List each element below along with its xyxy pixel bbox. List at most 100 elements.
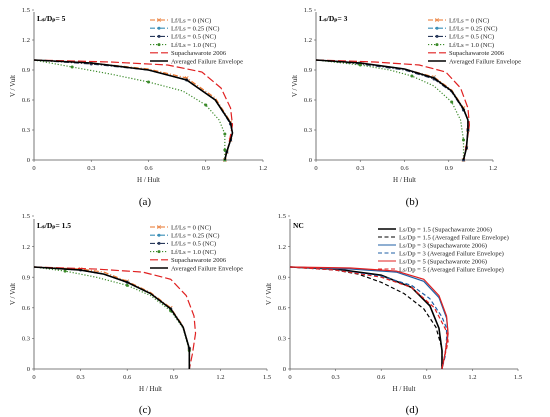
series-line-3 <box>33 266 190 369</box>
x-tick-label: 1.2 <box>216 374 224 381</box>
x-tick-label: 0.6 <box>400 165 409 172</box>
chart-panel-3: 0 0.3 0.6 0.9 1.2 1.5 0 0.3 0.6 0.9 1.2 1.5 H / Hult… <box>9 213 271 416</box>
legend-marker <box>435 43 439 47</box>
y-tick-label: 1.5 <box>22 213 30 220</box>
x-tick-label: 0.9 <box>423 374 431 381</box>
chart-panel-4: 0 0.3 0.6 0.9 1.2 1.5 0 0.3 0.6 0.9 1.2 1.5 H / Hult… <box>265 213 522 416</box>
series-line-1 <box>33 59 234 161</box>
series-line-6 <box>289 266 449 370</box>
x-tick-label: 0.9 <box>445 165 453 172</box>
x-tick-label: 1.2 <box>259 165 267 172</box>
y-tick-label: 0.9 <box>278 274 286 281</box>
x-tick-label: 0.3 <box>332 374 340 381</box>
series-line-5 <box>315 59 471 161</box>
x-tick-label: 0.6 <box>123 374 132 381</box>
data-point <box>204 103 208 107</box>
data-point <box>147 80 150 84</box>
y-tick-label: 0.6 <box>278 305 287 312</box>
x-tick-label: 1.5 <box>514 374 522 381</box>
legend-marker <box>157 233 161 237</box>
y-tick-label: 1.2 <box>278 244 286 251</box>
series-line-1 <box>315 59 469 161</box>
legend-label: Supachawarote 2006 <box>171 257 227 264</box>
series-line-4 <box>289 266 448 370</box>
legend-label: Lf/Ls = 0.25 (NC) <box>171 26 219 33</box>
series-line-3 <box>315 59 469 161</box>
legend-label: Lf/Ls = 0.5 (NC) <box>171 34 216 41</box>
panel-label: (a) <box>139 196 152 208</box>
y-tick-label: 0.9 <box>304 67 312 74</box>
x-tick-label: 0.3 <box>356 165 364 172</box>
series-line-2 <box>289 266 443 369</box>
x-axis-title: H / Hult <box>393 385 416 393</box>
data-point <box>223 148 227 152</box>
series-line-1 <box>33 266 190 369</box>
y-tick-label: 1.2 <box>22 37 30 44</box>
y-tick-label: 0.6 <box>304 97 313 104</box>
x-tick-label: 0.6 <box>377 374 386 381</box>
legend-marker <box>157 43 161 47</box>
legend-marker <box>157 225 161 229</box>
legend-marker <box>435 18 439 22</box>
series-line-1 <box>289 266 443 369</box>
x-tick-label: 0.9 <box>170 374 178 381</box>
y-tick-label: 0.9 <box>22 274 30 281</box>
legend-marker <box>157 250 161 254</box>
x-tick-label: 0.6 <box>144 165 153 172</box>
legend-label: Supachawarote 2006 <box>449 50 505 57</box>
panel-title: Lₛ/Dₚ= 3 <box>319 14 348 23</box>
y-axis-title: V / Vult <box>265 283 273 305</box>
y-tick-label: 1.2 <box>22 244 30 251</box>
legend-label: Lf/Ls = 1.0 (NC) <box>171 42 216 49</box>
x-tick-label: 0 <box>314 165 317 172</box>
legend-label: Lf/Ls = 0 (NC) <box>449 17 489 24</box>
series-line-3 <box>289 266 449 370</box>
series-line-4 <box>33 266 190 369</box>
y-axis-title: V / Vult <box>9 283 17 305</box>
legend-marker <box>157 241 161 245</box>
legend-label: Lf/Ls = 0.5 (NC) <box>171 241 216 248</box>
panel-label: (b) <box>406 196 419 208</box>
series-line-2 <box>315 59 469 161</box>
series-line-5 <box>33 266 197 370</box>
data-point <box>450 100 454 104</box>
legend-label: Ls/Dp = 1.5 (Averaged Failure Envelope) <box>399 234 509 241</box>
legend-label: Ls/Dp = 5 (Averaged Failure Envelope) <box>399 266 504 273</box>
chart-panel-1: 0 0.3 0.6 0.9 1.2 0 0.3 0.6 0.9 1.2 1.5 H / Hult V /… <box>9 7 267 208</box>
legend-label: Lf/Ls = 0 (NC) <box>171 17 211 24</box>
x-tick-label: 0 <box>288 374 291 381</box>
y-tick-label: 1.5 <box>22 7 30 14</box>
y-tick-label: 1.2 <box>304 37 312 44</box>
series-line-4 <box>33 59 226 160</box>
y-tick-label: 0.3 <box>22 127 30 134</box>
data-point <box>63 269 67 273</box>
y-axis-title: V / Vult <box>9 75 17 97</box>
series-line-2 <box>33 59 234 161</box>
series-line-2 <box>33 266 190 369</box>
legend-marker <box>157 18 161 22</box>
x-tick-label: 1.2 <box>468 374 476 381</box>
panel-label: (d) <box>406 404 419 416</box>
y-tick-label: 0.3 <box>22 336 30 343</box>
legend-marker <box>435 26 439 30</box>
x-axis-title: H / Hult <box>137 176 160 184</box>
y-tick-label: 0 <box>27 366 30 373</box>
x-axis-title: H / Hult <box>393 176 416 184</box>
panel-title: NC <box>293 221 304 230</box>
legend-label: Ls/Dp = 3 (Supachawarote 2006) <box>399 242 487 249</box>
legend-marker <box>435 34 439 38</box>
legend-label: Ls/Dp = 3 (Averaged Failure Envelope) <box>399 250 504 257</box>
series-line-6 <box>33 59 234 161</box>
panel-title: Lₛ/Dₚ= 1.5 <box>37 221 71 230</box>
y-tick-label: 1.5 <box>304 7 312 14</box>
series-line-6 <box>315 59 469 161</box>
y-tick-label: 0.9 <box>22 67 30 74</box>
data-point <box>223 132 227 136</box>
panel-title: Lₛ/Dₚ= 5 <box>37 14 66 23</box>
legend-marker <box>157 26 161 30</box>
data-point <box>70 65 74 69</box>
legend-label: Averaged Failure Envelope <box>171 58 243 65</box>
chart-panel-2: 0 0.3 0.6 0.9 1.2 0 0.3 0.6 0.9 1.2 1.5 H / Hult V /… <box>291 7 521 208</box>
y-tick-label: 0.3 <box>304 127 312 134</box>
y-tick-label: 0 <box>283 366 286 373</box>
